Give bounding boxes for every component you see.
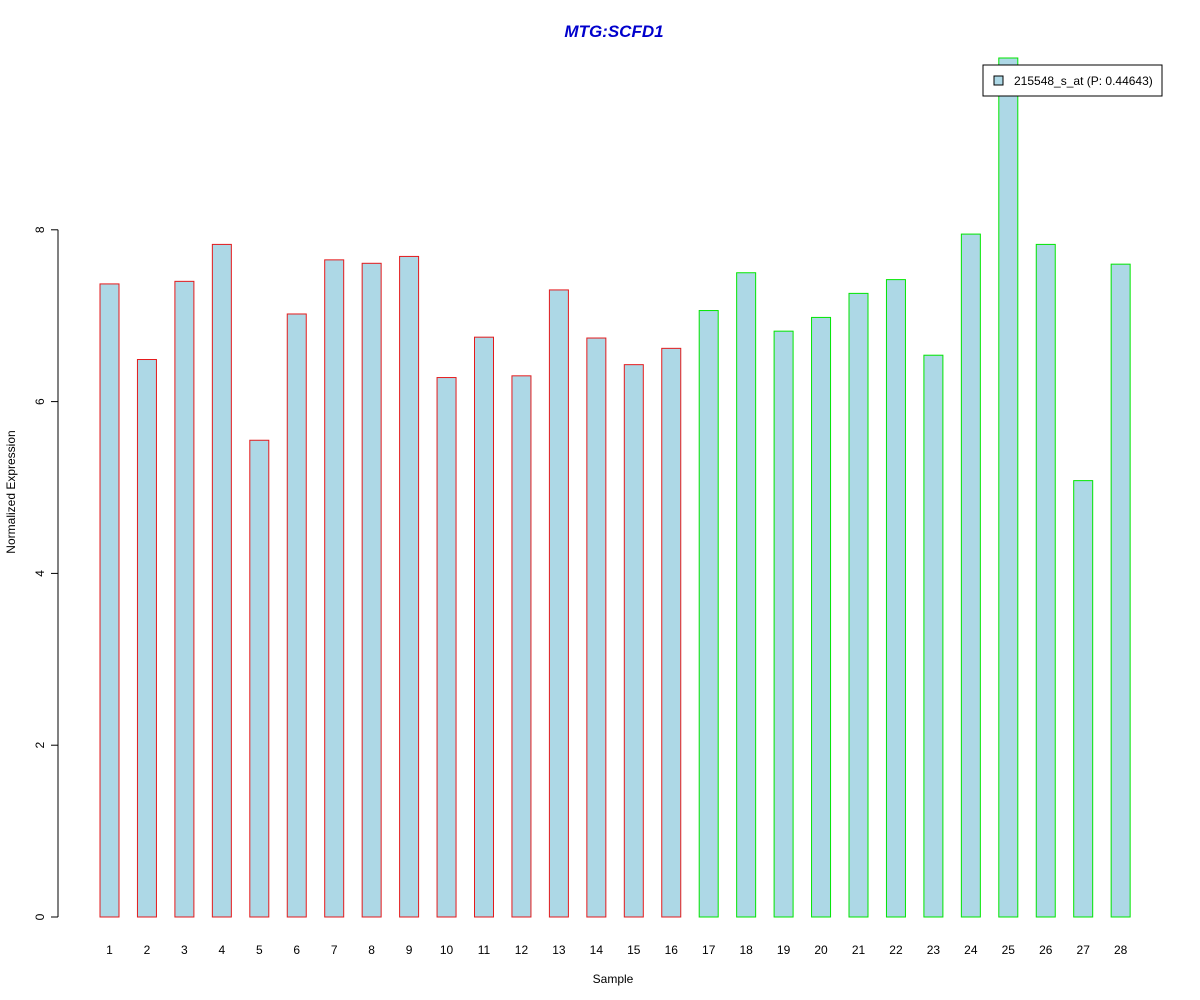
- y-axis-label: Normalized Expression: [4, 430, 18, 553]
- x-tick-label: 21: [852, 943, 866, 957]
- y-axis: 0 2 4 6 8: [33, 226, 59, 920]
- x-tick-label: 16: [665, 943, 679, 957]
- x-tick-label: 9: [406, 943, 413, 957]
- bar-sample-1: [99, 283, 120, 918]
- chart-title: MTG:SCFD1: [564, 22, 663, 41]
- y-tick-label: 0: [33, 913, 47, 920]
- x-tick-label: 2: [144, 943, 151, 957]
- x-tick-label: 27: [1077, 943, 1091, 957]
- x-tick-label: 17: [702, 943, 716, 957]
- x-tick-label: 7: [331, 943, 338, 957]
- x-tick-label: 3: [181, 943, 188, 957]
- y-tick-label: 8: [33, 226, 47, 233]
- x-tick-labels: 1 2 3 4 5 6 7 8 9 10 11 12 13 14 15 16 17 18 19 20 21 22 23 24 2…: [106, 943, 1127, 957]
- bar-sample-24: [960, 233, 981, 918]
- bars-group: [99, 57, 1131, 918]
- bar-sample-10: [436, 377, 457, 918]
- x-tick-label: 14: [590, 943, 604, 957]
- bar-sample-22: [885, 279, 906, 918]
- x-tick-label: 1: [106, 943, 113, 957]
- x-tick-label: 18: [739, 943, 753, 957]
- x-tick-label: 23: [927, 943, 941, 957]
- bar-sample-17: [698, 310, 719, 918]
- legend-label: 215548_s_at (P: 0.44643): [1014, 74, 1153, 88]
- x-tick-label: 13: [552, 943, 566, 957]
- bar-sample-28: [1110, 263, 1131, 918]
- bar-sample-20: [811, 316, 832, 918]
- x-tick-label: 4: [219, 943, 226, 957]
- bar-sample-4: [211, 243, 232, 918]
- bar-sample-23: [923, 354, 944, 918]
- x-tick-label: 15: [627, 943, 641, 957]
- x-tick-label: 22: [889, 943, 903, 957]
- x-tick-label: 6: [293, 943, 300, 957]
- x-tick-label: 20: [814, 943, 828, 957]
- x-axis-label: Sample: [593, 972, 634, 986]
- legend: 215548_s_at (P: 0.44643): [982, 64, 1163, 97]
- bar-sample-21: [848, 292, 869, 918]
- x-tick-label: 11: [478, 943, 491, 957]
- bar-sample-16: [661, 347, 682, 918]
- bar-sample-13: [548, 289, 569, 918]
- bar-sample-3: [174, 280, 195, 918]
- bar-sample-14: [586, 337, 607, 918]
- x-tick-label: 28: [1114, 943, 1128, 957]
- x-tick-label: 26: [1039, 943, 1053, 957]
- bar-sample-15: [623, 364, 644, 918]
- bar-sample-2: [136, 359, 157, 918]
- x-tick-label: 10: [440, 943, 454, 957]
- legend-box: [982, 64, 1163, 97]
- bar-sample-11: [474, 336, 494, 918]
- bar-sample-25: [998, 57, 1019, 918]
- bar-sample-27: [1073, 480, 1094, 918]
- x-tick-label: 25: [1002, 943, 1016, 957]
- bar-sample-12: [511, 375, 532, 918]
- bar-sample-26: [1035, 243, 1056, 918]
- x-tick-label: 19: [777, 943, 791, 957]
- y-tick-label: 2: [33, 742, 47, 749]
- bar-sample-19: [773, 330, 794, 918]
- bar-sample-5: [249, 439, 270, 918]
- x-tick-label: 12: [515, 943, 529, 957]
- x-tick-label: 8: [368, 943, 375, 957]
- bar-sample-9: [399, 255, 420, 918]
- bar-sample-18: [736, 272, 757, 918]
- y-tick-label: 4: [33, 570, 47, 577]
- y-tick-label: 6: [33, 398, 47, 405]
- bar-sample-6: [286, 313, 307, 918]
- x-tick-label: 24: [964, 943, 978, 957]
- legend-swatch: [993, 75, 1004, 86]
- x-tick-label: 5: [256, 943, 263, 957]
- bar-sample-8: [361, 262, 382, 918]
- bar-sample-7: [324, 259, 345, 918]
